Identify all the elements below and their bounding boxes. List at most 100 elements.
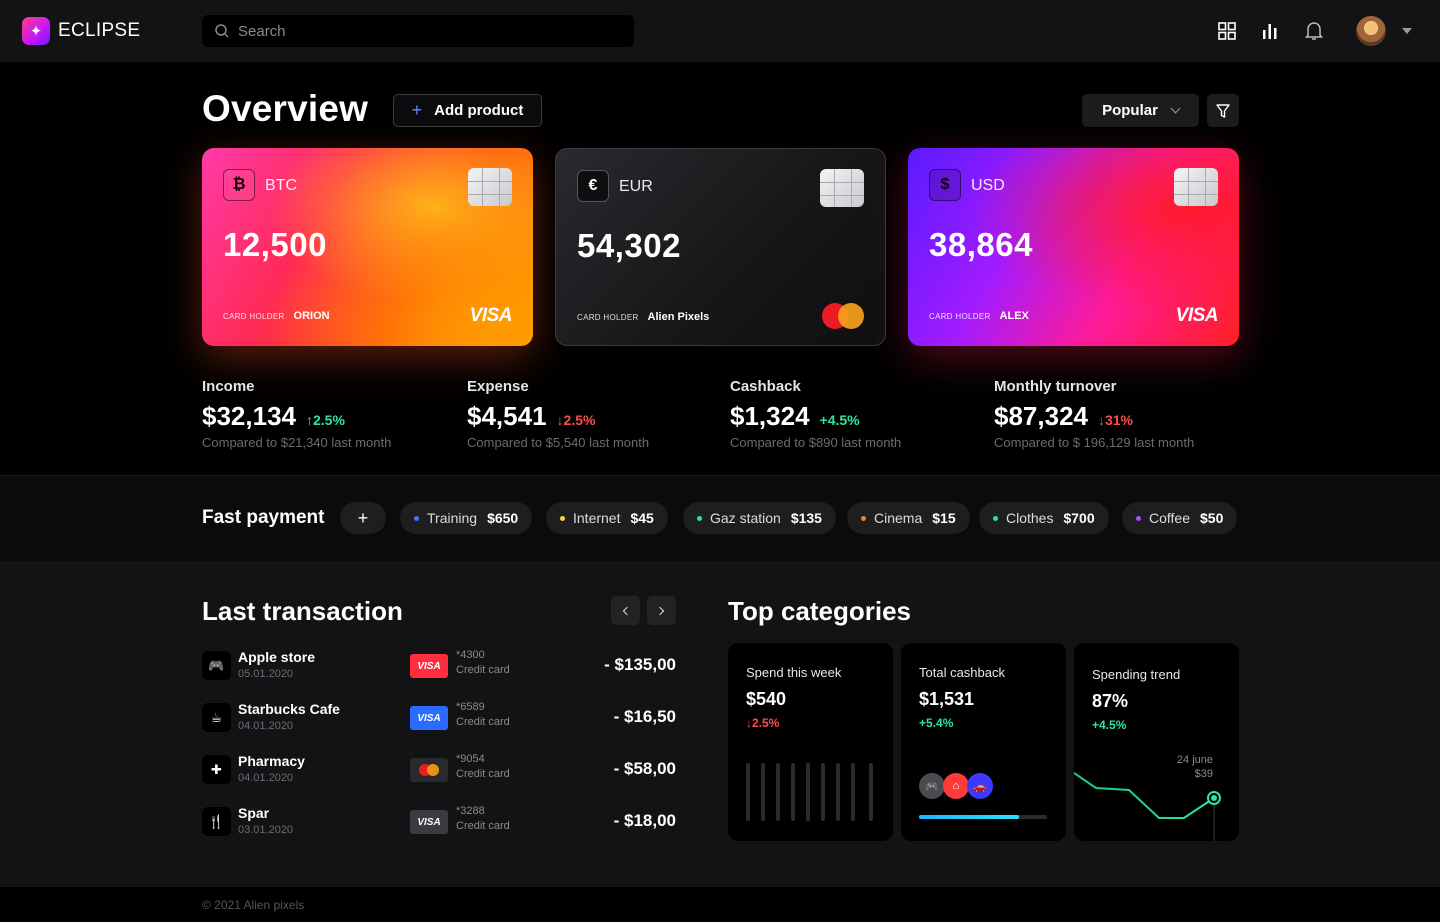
copyright-text: © 2021 Alien pixels	[202, 898, 305, 912]
transaction-row[interactable]: 🍴 Spar 03.01.2020 VISA *3288 Credit card…	[202, 805, 676, 841]
plus-icon: +	[411, 100, 423, 120]
filter-icon	[1216, 103, 1230, 118]
status-dot	[993, 515, 998, 521]
card-holder-label: CARD HOLDER	[929, 312, 991, 321]
add-payment-button[interactable]: +	[340, 502, 386, 534]
stat-label: Monthly turnover	[994, 378, 1117, 395]
card-type: Credit card	[456, 768, 510, 780]
stat-change: +4.5%	[819, 412, 860, 428]
card-currency: EUR	[619, 178, 653, 195]
footer: © 2021 Alien pixels	[0, 887, 1440, 922]
card-holder-label: CARD HOLDER	[223, 312, 285, 321]
status-dot	[861, 515, 866, 521]
transaction-row[interactable]: ☕ Starbucks Cafe 04.01.2020 VISA *6589 C…	[202, 701, 676, 737]
transaction-name: Apple store	[238, 649, 316, 665]
bar-chart-icon[interactable]	[1258, 19, 1282, 43]
payment-pill-gaz-station[interactable]: Gaz station $135	[683, 502, 836, 534]
payment-pill-training[interactable]: Training $650	[400, 502, 533, 534]
status-dot	[1136, 515, 1141, 521]
bell-icon[interactable]	[1302, 19, 1326, 43]
chevron-left-icon	[622, 606, 632, 615]
visa-card-icon: VISA	[410, 810, 448, 834]
prev-button[interactable]	[611, 596, 640, 625]
visa-card-icon: VISA	[410, 654, 448, 678]
arrow-down-icon: ↓	[1097, 412, 1105, 428]
gamepad-icon: 🎮	[202, 651, 231, 680]
card-usd[interactable]: $ USD 38,864 CARD HOLDER ALEX VISA	[908, 148, 1239, 346]
stat-compare: Compared to $5,540 last month	[467, 435, 650, 450]
home-icon: ⌂	[943, 773, 969, 799]
payment-pill-coffee[interactable]: Coffee $50	[1122, 502, 1238, 534]
fast-payment-title: Fast payment	[202, 507, 325, 528]
transaction-amount: - $18,00	[613, 811, 676, 830]
transaction-date: 04.01.2020	[238, 720, 294, 732]
cashback-progress	[919, 815, 1047, 819]
category-value: 87%	[1092, 691, 1129, 711]
payment-pill-cinema[interactable]: Cinema $15	[847, 502, 970, 534]
chevron-down-icon[interactable]	[1402, 28, 1412, 34]
card-holder: CARD HOLDER ORION	[223, 310, 330, 322]
stat-change: ↑2.5%	[305, 412, 345, 428]
category-card-spending-trend[interactable]: Spending trend 87% +4.5% 24 june $39	[1074, 643, 1239, 841]
category-value: $1,531	[919, 689, 975, 709]
page-title: Overview	[202, 88, 369, 129]
payment-pill-internet[interactable]: Internet $45	[546, 502, 668, 534]
status-dot	[560, 515, 565, 521]
transaction-row[interactable]: 🎮 Apple store 05.01.2020 VISA *4300 Cred…	[202, 649, 676, 685]
sort-dropdown[interactable]: Popular	[1082, 94, 1199, 127]
bitcoin-icon: ₿	[223, 169, 255, 201]
car-icon: 🚗	[967, 773, 993, 799]
stat-compare: Compared to $ 196,129 last month	[994, 435, 1195, 450]
chevron-right-icon	[655, 606, 665, 615]
trend-line	[1074, 772, 1221, 841]
transaction-row[interactable]: ✚ Pharmacy 04.01.2020 *9054 Credit card …	[202, 753, 676, 789]
visa-logo: VISA	[1175, 305, 1219, 326]
gamepad-icon: 🎮	[919, 773, 945, 799]
category-title: Spending trend	[1092, 667, 1181, 682]
stat-monthly-turnover: Monthly turnover $87,324 ↓31% Compared t…	[994, 378, 1194, 450]
chevron-down-icon	[1170, 103, 1181, 114]
dollar-icon: $	[929, 169, 961, 201]
card-holder-name: Alien Pixels	[647, 311, 710, 323]
arrow-down-icon: ↓	[746, 716, 752, 730]
category-card-spend-week[interactable]: Spend this week $540 ↓2.5%	[728, 643, 893, 841]
stat-expense: Expense $4,541 ↓2.5% Compared to $5,540 …	[467, 378, 649, 450]
last-transaction-title: Last transaction	[202, 596, 403, 626]
filter-button[interactable]	[1207, 94, 1239, 127]
logo[interactable]: ✦ ECLIPSE	[22, 17, 140, 45]
card-eur[interactable]: € EUR 54,302 CARD HOLDER Alien Pixels	[555, 148, 886, 346]
arrow-up-icon: ↑	[305, 412, 313, 428]
category-card-cashback[interactable]: Total cashback $1,531 +5.4% 🎮 ⌂ 🚗	[901, 643, 1066, 841]
card-number: *9054	[456, 753, 485, 765]
stat-label: Income	[202, 378, 255, 395]
next-button[interactable]	[647, 596, 676, 625]
stat-compare: Compared to $890 last month	[730, 435, 902, 450]
search-input[interactable]	[238, 22, 618, 40]
tooltip-value: $39	[1194, 768, 1213, 780]
stat-value: $1,324	[730, 401, 810, 431]
spend-bars	[746, 763, 873, 821]
mastercard-logo	[822, 303, 864, 329]
payment-pill-clothes[interactable]: Clothes $700	[979, 502, 1109, 534]
stat-compare: Compared to $21,340 last month	[202, 435, 392, 450]
avatar[interactable]	[1356, 16, 1386, 46]
category-value: $540	[746, 689, 787, 709]
card-amount: 12,500	[223, 226, 327, 263]
euro-icon: €	[577, 170, 609, 202]
stat-value: $4,541	[467, 401, 547, 431]
card-holder-name: ORION	[293, 310, 330, 322]
card-holder-label: CARD HOLDER	[577, 313, 639, 322]
card-btc[interactable]: ₿ BTC 12,500 CARD HOLDER ORION VISA	[202, 148, 533, 346]
search-bar[interactable]	[202, 15, 634, 47]
mastercard-card-icon	[410, 758, 448, 782]
add-product-button[interactable]: + Add product	[393, 94, 542, 127]
visa-card-icon: VISA	[410, 706, 448, 730]
card-type: Credit card	[456, 820, 510, 832]
card-currency: USD	[971, 177, 1005, 194]
visa-logo: VISA	[469, 305, 513, 326]
grid-icon[interactable]	[1215, 19, 1239, 43]
top-bar: ✦ ECLIPSE	[0, 0, 1440, 62]
card-amount: 54,302	[577, 227, 681, 264]
transaction-amount: - $58,00	[613, 759, 676, 778]
stat-income: Income $32,134 ↑2.5% Compared to $21,340…	[202, 378, 391, 450]
